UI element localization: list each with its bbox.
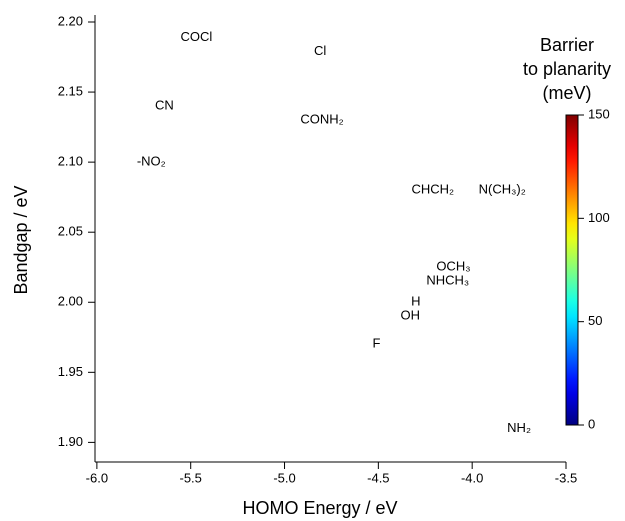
colorbar-title: Barrier <box>540 35 594 55</box>
point-label: CHCH₂ <box>411 182 454 197</box>
x-tick-label: -5.0 <box>273 470 295 485</box>
point-label: H <box>411 294 420 309</box>
x-tick-label: -6.0 <box>86 470 108 485</box>
point-label: -NO₂ <box>137 154 166 169</box>
y-tick-label: 1.90 <box>58 434 83 449</box>
colorbar-tick-label: 50 <box>588 313 602 328</box>
point-label: F <box>372 336 380 351</box>
colorbar-tick-label: 0 <box>588 416 595 431</box>
y-tick-label: 2.20 <box>58 13 83 28</box>
point-label: NH₂ <box>507 420 531 435</box>
point-label: NHCH₃ <box>426 273 469 288</box>
y-tick-label: 2.10 <box>58 154 83 169</box>
x-tick-label: -4.0 <box>461 470 483 485</box>
y-tick-label: 2.00 <box>58 294 83 309</box>
point-label: Cl <box>314 43 326 58</box>
point-label: CONH₂ <box>300 112 343 127</box>
y-axis-label: Bandgap / eV <box>11 185 31 294</box>
colorbar <box>565 114 579 426</box>
y-tick-label: 2.15 <box>58 84 83 99</box>
x-tick-label: -3.5 <box>555 470 577 485</box>
colorbar-title: (meV) <box>543 83 592 103</box>
point-label: OCH₃ <box>436 259 470 274</box>
point-label: OH <box>401 308 421 323</box>
point-label: CN <box>155 98 174 113</box>
y-tick-label: 1.95 <box>58 364 83 379</box>
y-tick-label: 2.05 <box>58 224 83 239</box>
colorbar-title: to planarity <box>523 59 611 79</box>
point-label: N(CH₃)₂ <box>479 182 526 197</box>
colorbar-tick-label: 100 <box>588 210 610 225</box>
x-axis-label: HOMO Energy / eV <box>242 498 397 518</box>
point-label: COCl <box>180 29 212 44</box>
colorbar-tick-label: 150 <box>588 106 610 121</box>
x-tick-label: -5.5 <box>179 470 201 485</box>
x-tick-label: -4.5 <box>367 470 389 485</box>
